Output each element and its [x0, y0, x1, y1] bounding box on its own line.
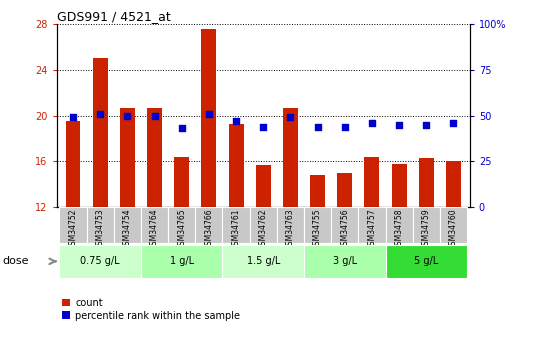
Text: GSM34758: GSM34758	[395, 209, 403, 250]
Legend: count, percentile rank within the sample: count, percentile rank within the sample	[62, 298, 240, 321]
Bar	[413, 207, 440, 243]
Point	[178, 126, 186, 131]
Bar	[93, 58, 107, 207]
Text: GSM34761: GSM34761	[232, 209, 241, 250]
Text: 1.5 g/L: 1.5 g/L	[247, 256, 280, 266]
Bar	[440, 207, 467, 243]
Text: GSM34754: GSM34754	[123, 209, 132, 250]
Text: 5 g/L: 5 g/L	[414, 256, 438, 266]
Point	[69, 115, 77, 120]
Bar	[277, 207, 304, 243]
Bar	[419, 158, 434, 207]
Point	[150, 113, 159, 118]
Bar	[86, 207, 114, 243]
Bar	[256, 165, 271, 207]
Text: GSM34757: GSM34757	[367, 209, 376, 250]
Text: dose: dose	[3, 256, 29, 266]
Bar	[174, 157, 189, 207]
Bar	[359, 207, 386, 243]
Text: GSM34766: GSM34766	[205, 209, 213, 250]
Point	[313, 124, 322, 129]
Point	[422, 122, 430, 128]
Bar	[195, 207, 222, 243]
Bar	[364, 157, 380, 207]
Bar	[147, 108, 162, 207]
Bar	[168, 207, 195, 243]
Point	[368, 120, 376, 126]
Text: GSM34756: GSM34756	[340, 209, 349, 250]
Point	[123, 113, 132, 118]
Bar	[386, 245, 467, 278]
Text: GSM34765: GSM34765	[177, 209, 186, 250]
Bar	[59, 207, 86, 243]
Text: GSM34759: GSM34759	[422, 209, 431, 250]
Point	[286, 115, 295, 120]
Point	[259, 124, 268, 129]
Bar	[446, 161, 461, 207]
Text: 1 g/L: 1 g/L	[170, 256, 194, 266]
Point	[205, 111, 213, 117]
Bar	[141, 245, 222, 278]
Text: GSM34762: GSM34762	[259, 209, 268, 250]
Text: 0.75 g/L: 0.75 g/L	[80, 256, 120, 266]
Bar	[283, 108, 298, 207]
Text: GDS991 / 4521_at: GDS991 / 4521_at	[57, 10, 171, 23]
Bar	[59, 245, 141, 278]
Bar	[65, 121, 80, 207]
Point	[340, 124, 349, 129]
Bar	[392, 164, 407, 207]
Bar	[304, 245, 386, 278]
Point	[395, 122, 403, 128]
Bar	[141, 207, 168, 243]
Bar	[201, 29, 217, 207]
Text: GSM34752: GSM34752	[69, 209, 78, 250]
Text: GSM34760: GSM34760	[449, 209, 458, 250]
Bar	[222, 245, 304, 278]
Bar	[114, 207, 141, 243]
Text: GSM34763: GSM34763	[286, 209, 295, 250]
Point	[232, 118, 240, 124]
Text: GSM34764: GSM34764	[150, 209, 159, 250]
Bar	[228, 124, 244, 207]
Text: GSM34755: GSM34755	[313, 209, 322, 250]
Bar	[222, 207, 249, 243]
Bar	[338, 173, 352, 207]
Point	[449, 120, 458, 126]
Bar	[304, 207, 331, 243]
Bar	[249, 207, 277, 243]
Bar	[310, 175, 325, 207]
Text: 3 g/L: 3 g/L	[333, 256, 357, 266]
Point	[96, 111, 105, 117]
Text: GSM34753: GSM34753	[96, 209, 105, 250]
Bar	[386, 207, 413, 243]
Bar	[331, 207, 359, 243]
Bar	[120, 108, 135, 207]
